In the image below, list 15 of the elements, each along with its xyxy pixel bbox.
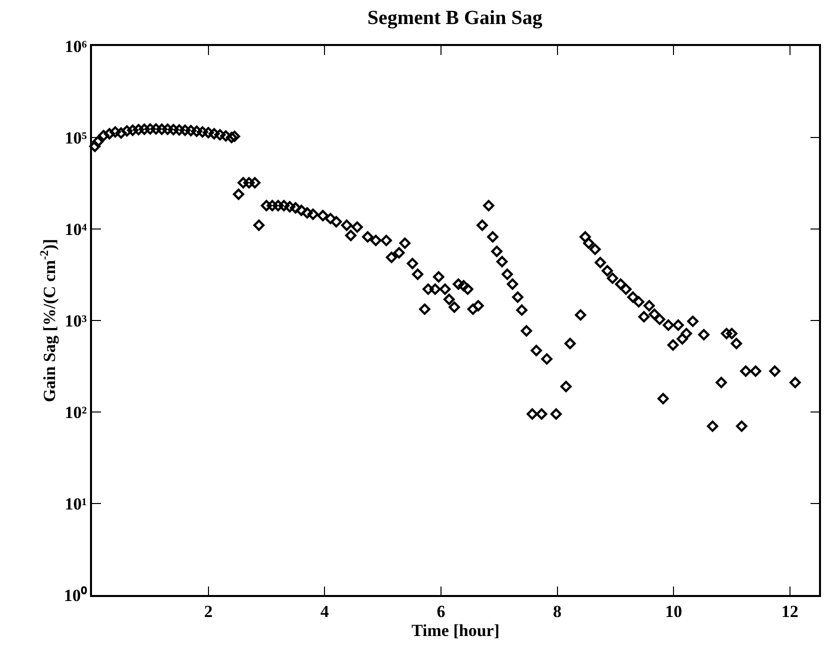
x-axis-title: Time [hour] xyxy=(412,621,500,640)
x-tick-label: 6 xyxy=(436,602,446,622)
y-tick-label: 10³ xyxy=(64,311,87,330)
chart-title: Segment B Gain Sag xyxy=(367,6,542,29)
y-tick-label: 10⁰ xyxy=(64,586,87,605)
y-tick-label: 10² xyxy=(64,402,87,422)
y-tick-label: 10¹ xyxy=(64,494,87,514)
x-tick-label: 2 xyxy=(204,602,213,622)
y-tick-label: 10⁶ xyxy=(64,36,87,56)
x-tick-label: 8 xyxy=(553,602,562,622)
x-tick-label: 4 xyxy=(320,602,330,622)
y-tick-label: 10⁴ xyxy=(64,220,87,239)
x-tick-label: 10 xyxy=(665,602,682,622)
x-tick-label: 12 xyxy=(781,602,798,622)
y-tick-label: 10⁵ xyxy=(64,128,87,148)
